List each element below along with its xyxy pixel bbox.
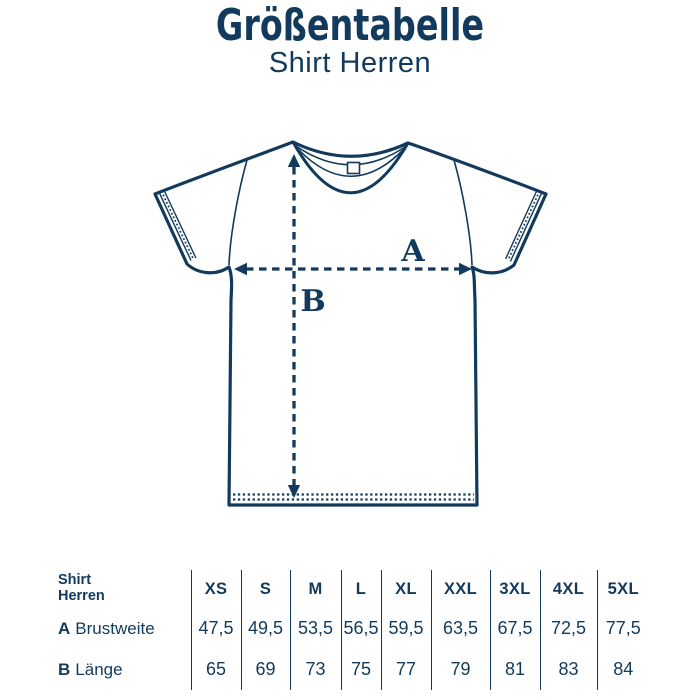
- value-laenge-s: 69: [240, 648, 290, 690]
- value-laenge-3xl: 81: [489, 648, 540, 690]
- right-sleeve-stitching: [504, 189, 543, 262]
- collar-rib-line-2: [297, 148, 404, 178]
- value-brustweite-s: 49,5: [240, 608, 290, 648]
- neck-tag: [346, 161, 361, 175]
- measure-key-b: B: [58, 659, 71, 679]
- size-header-5xl: 5XL: [596, 570, 649, 608]
- size-header-row: Shirt Herren XS S M L XL XXL 3XL 4XL 5XL: [57, 570, 649, 608]
- arrow-right-head: [459, 262, 472, 276]
- value-brustweite-xxl: 63,5: [430, 608, 490, 648]
- value-laenge-xl: 77: [380, 648, 431, 690]
- size-header-s: S: [240, 570, 290, 608]
- measure-name-brustweite: Brustweite: [75, 618, 155, 638]
- value-brustweite-3xl: 67,5: [489, 608, 540, 648]
- value-brustweite-l: 56,5: [340, 608, 381, 648]
- value-laenge-m: 73: [289, 648, 341, 690]
- size-table: Shirt Herren XS S M L XL XXL 3XL 4XL 5XL…: [57, 570, 649, 690]
- size-header-xxl: XXL: [430, 570, 490, 608]
- size-header-m: M: [289, 570, 341, 608]
- size-header-xs: XS: [190, 570, 241, 608]
- measure-label-a: A: [400, 234, 425, 269]
- value-laenge-l: 75: [340, 648, 381, 690]
- row-label-laenge: B Länge: [57, 648, 191, 690]
- value-brustweite-xl: 59,5: [380, 608, 431, 648]
- value-laenge-5xl: 84: [596, 648, 649, 690]
- tshirt-outline: [153, 140, 548, 507]
- value-laenge-xs: 65: [190, 648, 241, 690]
- left-armhole-seam: [228, 159, 248, 266]
- size-header-l: L: [340, 570, 381, 608]
- value-brustweite-4xl: 72,5: [539, 608, 597, 648]
- collar-outer-seam: [291, 140, 410, 195]
- collar: [291, 140, 410, 195]
- size-header-4xl: 4XL: [539, 570, 597, 608]
- measure-name-laenge: Länge: [75, 659, 123, 679]
- row-brustweite: A Brustweite 47,5 49,5 53,5 56,5 59,5 63,…: [57, 608, 649, 648]
- value-brustweite-5xl: 77,5: [596, 608, 649, 648]
- size-header-3xl: 3XL: [489, 570, 540, 608]
- arrow-up-head: [287, 154, 301, 167]
- page-title: Größentabelle: [215, 0, 485, 51]
- value-laenge-4xl: 83: [539, 648, 597, 690]
- right-armhole-seam: [453, 159, 473, 266]
- value-laenge-xxl: 79: [430, 648, 490, 690]
- bottom-hem-stitching: [233, 493, 474, 501]
- product-line-2: Herren: [58, 588, 105, 604]
- chest-width-arrow: [234, 262, 472, 276]
- arrow-left-head: [234, 262, 247, 276]
- product-label: Shirt Herren: [57, 570, 191, 608]
- arrow-down-head: [287, 485, 301, 498]
- value-brustweite-xs: 47,5: [190, 608, 241, 648]
- row-label-brustweite: A Brustweite: [57, 608, 191, 648]
- size-header-xl: XL: [380, 570, 431, 608]
- measure-label-b: B: [300, 284, 325, 319]
- value-brustweite-m: 53,5: [289, 608, 341, 648]
- page-subtitle: Shirt Herren: [268, 47, 432, 79]
- left-sleeve-stitching: [158, 189, 197, 261]
- measure-key-a: A: [58, 618, 71, 638]
- length-arrow: [287, 154, 301, 498]
- row-laenge: B Länge 65 69 73 75 77 79 81 83 84: [57, 648, 649, 690]
- product-line-1: Shirt: [58, 572, 92, 589]
